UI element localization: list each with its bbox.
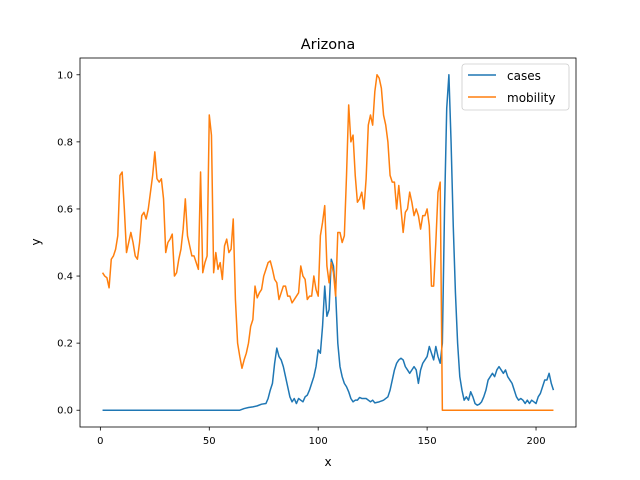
plot-frame xyxy=(79,57,577,428)
y-tick-label: 0.8 xyxy=(57,137,73,148)
y-tick-label: 1.0 xyxy=(57,70,73,81)
series-line-mobility xyxy=(101,74,554,411)
x-axis-label: x xyxy=(324,455,331,469)
legend-label-cases: cases xyxy=(507,69,541,83)
legend: cases mobility xyxy=(461,63,570,111)
series-line-cases xyxy=(102,74,555,411)
x-tick-label: 150 xyxy=(418,436,437,447)
y-tick-label: 0.0 xyxy=(57,406,73,417)
x-tick-label: 50 xyxy=(203,436,216,447)
chart-title: Arizona xyxy=(301,37,355,53)
y-axis: 0.0 0.2 0.4 0.6 0.8 1.0 xyxy=(57,70,80,417)
y-tick-label: 0.6 xyxy=(57,204,73,215)
x-tick-label: 0 xyxy=(97,436,103,447)
legend-label-mobility: mobility xyxy=(507,91,555,105)
plot-area xyxy=(80,58,576,427)
y-tick-label: 0.2 xyxy=(57,339,73,350)
y-tick-label: 0.4 xyxy=(57,272,73,283)
x-tick-label: 200 xyxy=(526,436,545,447)
y-axis-label: y xyxy=(29,238,43,245)
x-tick-label: 100 xyxy=(309,436,328,447)
x-axis: 0 50 100 150 200 xyxy=(97,427,546,447)
series-layer xyxy=(101,74,555,411)
